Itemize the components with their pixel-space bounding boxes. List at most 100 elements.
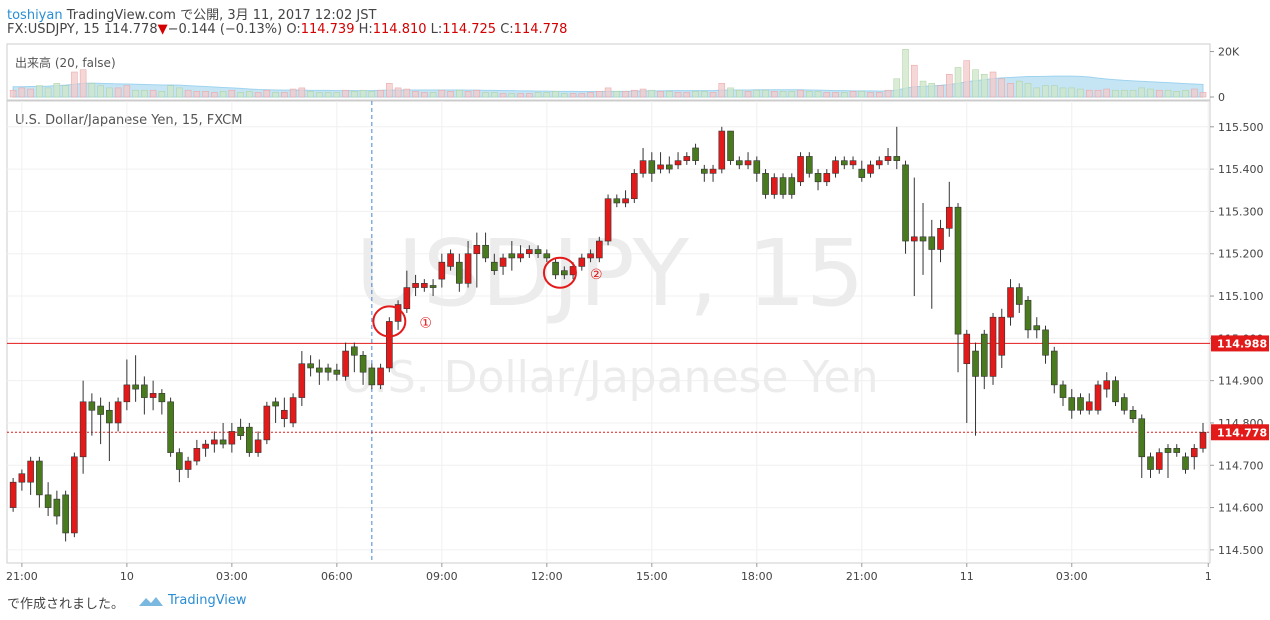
volume-bar <box>1156 89 1163 98</box>
candle-body <box>797 156 804 183</box>
volume-bar <box>937 85 944 98</box>
candle-body <box>744 160 752 166</box>
volume-bar <box>1094 89 1102 98</box>
y-tick-label: 114.600 <box>1218 502 1264 515</box>
volume-bar <box>832 92 839 98</box>
volume-bar <box>386 83 393 98</box>
volume-bar <box>639 88 647 98</box>
user[interactable]: toshiyan <box>7 8 63 23</box>
candle-body <box>263 405 271 441</box>
candle-body <box>377 367 384 386</box>
candle-body <box>814 173 822 183</box>
candle-body <box>631 173 638 200</box>
x-tick-label: 11 <box>960 570 974 583</box>
candle-body <box>648 160 656 174</box>
candle-body <box>1033 325 1041 331</box>
candle-body <box>237 426 244 436</box>
volume-pane <box>6 43 1211 101</box>
volume-bar <box>998 78 1006 98</box>
volume-bar <box>1164 89 1172 98</box>
volume-bar <box>71 71 78 98</box>
candle-body <box>666 164 673 170</box>
candle-body <box>902 164 909 242</box>
candle-body <box>176 452 183 470</box>
candle-body <box>9 481 17 508</box>
volume-bar <box>1042 85 1049 98</box>
candle-body <box>62 494 69 534</box>
volume-bar <box>368 91 376 98</box>
volume-bar <box>211 92 218 98</box>
candle-body <box>342 350 349 377</box>
volume-bar <box>1033 87 1041 98</box>
candle-body <box>849 160 857 166</box>
volume-bar <box>1051 85 1058 98</box>
volume-bar <box>526 93 533 98</box>
candle-body <box>526 249 533 255</box>
candle-body <box>473 244 481 255</box>
candle-body <box>910 236 918 242</box>
candle-body <box>97 405 104 415</box>
volume-bar <box>587 92 594 98</box>
volume-bar <box>429 92 437 98</box>
candle-body <box>770 177 778 195</box>
volume-bar <box>561 93 568 98</box>
volume-bar <box>333 92 341 98</box>
annotation-circle <box>542 256 577 289</box>
volume-bar <box>718 83 726 98</box>
x-tick-label: 09:00 <box>426 570 458 583</box>
volume-bar <box>989 71 997 98</box>
candle-body <box>875 160 883 166</box>
x-tick-label: 12:00 <box>531 570 563 583</box>
brand[interactable]: TradingView <box>168 593 247 608</box>
candle-body <box>44 494 52 508</box>
volume-bar <box>797 89 804 98</box>
volume-bar <box>1024 83 1032 98</box>
volume-bar <box>499 93 507 98</box>
volume-bar <box>394 87 402 98</box>
volume-bar <box>622 91 629 98</box>
volume-bar <box>254 92 262 98</box>
candle-body <box>543 253 551 259</box>
x-tick-label: 06:00 <box>321 570 353 583</box>
volume-bar <box>219 91 227 98</box>
volume-bar <box>27 88 34 98</box>
footer: で作成されました。 <box>7 593 124 612</box>
x-tick-label: 10 <box>120 570 134 583</box>
candle-body <box>421 283 428 288</box>
candle-body <box>727 130 734 161</box>
candle-body <box>491 261 498 271</box>
candle-body <box>561 270 568 276</box>
candle-body <box>289 397 297 424</box>
price-label: 114.778 <box>1217 426 1267 439</box>
volume-bar <box>1182 89 1189 98</box>
candle-body <box>604 198 612 242</box>
volume-bar <box>876 92 883 98</box>
candle-body <box>1155 452 1163 470</box>
volume-bar <box>246 91 253 98</box>
candle-body <box>683 156 691 161</box>
candle-body <box>613 198 621 204</box>
change: −0.144 (−0.13%) <box>167 22 283 37</box>
volume-bar <box>867 92 874 98</box>
candle-body <box>79 401 87 458</box>
volume-bar <box>53 83 61 98</box>
candle-body <box>456 261 463 284</box>
candle-body <box>1129 409 1137 420</box>
y-tick-label: 115.400 <box>1218 163 1264 176</box>
candle-body <box>552 261 559 276</box>
candle-body <box>840 160 848 166</box>
l-label: L: <box>430 22 443 37</box>
volume-bar <box>351 91 358 98</box>
candle-body <box>272 401 279 407</box>
candle-body <box>805 156 813 174</box>
open: 114.739 <box>300 22 355 37</box>
volume-bar <box>902 49 909 98</box>
volume-bar <box>438 89 446 98</box>
candle-body <box>412 283 419 288</box>
candle-body <box>333 369 341 375</box>
volume-bar <box>176 87 183 98</box>
volume-bar <box>403 88 411 98</box>
volume-bar <box>447 91 454 98</box>
x-tick-label: 1 <box>1205 570 1212 583</box>
